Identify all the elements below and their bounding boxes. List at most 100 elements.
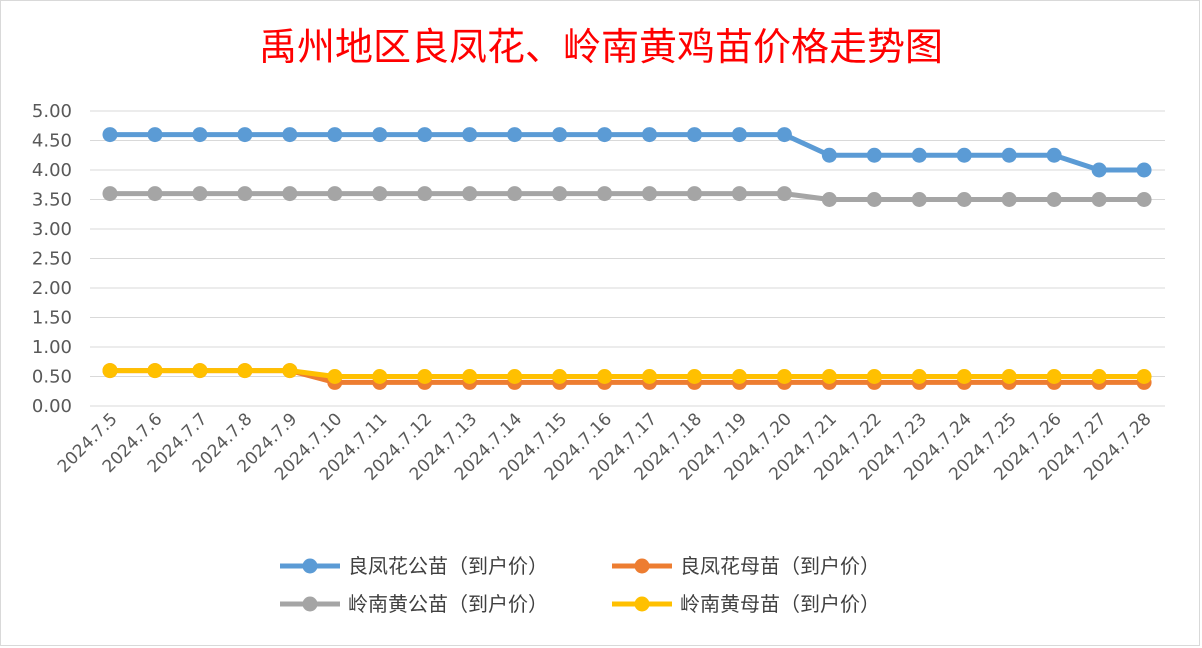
data-point: [147, 127, 163, 143]
series-3: [102, 186, 1152, 207]
data-point: [237, 127, 253, 143]
data-point: [911, 192, 927, 207]
y-tick-label: 4.50: [32, 131, 72, 152]
data-point: [417, 127, 433, 143]
data-point: [147, 363, 163, 379]
gridlines: [90, 110, 1165, 407]
data-point: [1001, 147, 1017, 163]
data-point: [1001, 192, 1017, 207]
y-tick-label: 5.00: [32, 101, 72, 122]
legend-marker: [302, 558, 318, 574]
data-point: [1046, 147, 1062, 163]
data-point: [776, 369, 792, 384]
data-point: [102, 186, 118, 202]
legend-item: 岭南黄母苗（到户价）: [612, 592, 880, 616]
data-point: [552, 127, 568, 143]
data-point: [462, 369, 478, 384]
data-point: [1091, 192, 1107, 207]
legend-label: 良凤花母苗（到户价）: [680, 554, 880, 578]
data-point: [866, 369, 882, 384]
data-point: [866, 147, 882, 163]
data-point: [507, 369, 523, 384]
data-point: [642, 369, 658, 384]
y-tick-label: 4.00: [32, 160, 72, 181]
data-point: [417, 369, 433, 384]
data-point: [507, 186, 523, 202]
data-point: [102, 363, 118, 379]
data-point: [327, 369, 343, 384]
data-point: [686, 369, 702, 384]
data-point: [956, 369, 972, 384]
series-1: [102, 127, 1152, 178]
data-point: [956, 147, 972, 163]
data-point: [327, 127, 343, 143]
data-point: [1091, 369, 1107, 384]
legend: 良凤花公苗（到户价） 良凤花母苗（到户价） 岭南黄公苗（到户价） 岭南黄母苗（到户价）: [280, 554, 880, 616]
series-line: [107, 132, 1147, 173]
data-point: [237, 186, 253, 202]
data-point: [192, 186, 208, 202]
y-axis: 0.00 0.50 1.00 1.50 2.00 2.50 3.00 3.50 4.00 4.50…: [32, 101, 72, 417]
data-point: [597, 127, 613, 143]
y-tick-label: 0.00: [32, 396, 72, 417]
data-point: [192, 127, 208, 143]
data-point: [507, 127, 523, 143]
y-tick-label: 0.50: [32, 367, 72, 388]
legend-label: 岭南黄母苗（到户价）: [680, 592, 880, 616]
data-point: [1046, 369, 1062, 384]
data-point: [237, 363, 253, 379]
data-point: [1046, 192, 1062, 207]
data-point: [417, 186, 433, 202]
series-line: [107, 368, 1147, 379]
data-point: [1001, 369, 1017, 384]
data-point: [372, 369, 388, 384]
data-point: [911, 147, 927, 163]
data-point: [731, 369, 747, 384]
chart-title: 禹州地区良凤花、岭南黄鸡苗价格走势图: [259, 25, 943, 69]
legend-marker: [302, 596, 318, 612]
y-tick-label: 3.50: [32, 190, 72, 211]
data-point: [776, 127, 792, 143]
data-point: [462, 186, 478, 202]
y-tick-label: 2.00: [32, 278, 72, 299]
series-4: [102, 363, 1152, 384]
data-point: [642, 127, 658, 143]
legend-label: 岭南黄公苗（到户价）: [348, 592, 548, 616]
legend-marker: [634, 558, 650, 574]
legend-label: 良凤花公苗（到户价）: [348, 554, 548, 578]
data-point: [686, 186, 702, 202]
data-point: [597, 369, 613, 384]
data-point: [821, 147, 837, 163]
y-tick-label: 2.50: [32, 249, 72, 270]
y-tick-label: 3.00: [32, 219, 72, 240]
data-point: [731, 127, 747, 143]
legend-item: 良凤花公苗（到户价）: [280, 554, 548, 578]
x-axis: 2024.7.52024.7.62024.7.72024.7.82024.7.9…: [54, 409, 1156, 484]
data-point: [147, 186, 163, 202]
data-point: [282, 363, 298, 379]
data-point: [686, 127, 702, 143]
data-point: [821, 369, 837, 384]
data-point: [731, 186, 747, 202]
data-point: [192, 363, 208, 379]
data-point: [642, 186, 658, 202]
legend-marker: [634, 596, 650, 612]
data-point: [462, 127, 478, 143]
legend-item: 良凤花母苗（到户价）: [612, 554, 880, 578]
data-point: [866, 192, 882, 207]
legend-item: 岭南黄公苗（到户价）: [280, 592, 548, 616]
series-layer: [102, 127, 1152, 390]
data-point: [821, 192, 837, 207]
series-line: [107, 191, 1147, 202]
data-point: [776, 186, 792, 202]
data-point: [552, 186, 568, 202]
data-point: [372, 186, 388, 202]
data-point: [1136, 369, 1152, 384]
data-point: [552, 369, 568, 384]
data-point: [282, 186, 298, 202]
data-point: [282, 127, 298, 143]
data-point: [372, 127, 388, 143]
data-point: [1136, 162, 1152, 178]
